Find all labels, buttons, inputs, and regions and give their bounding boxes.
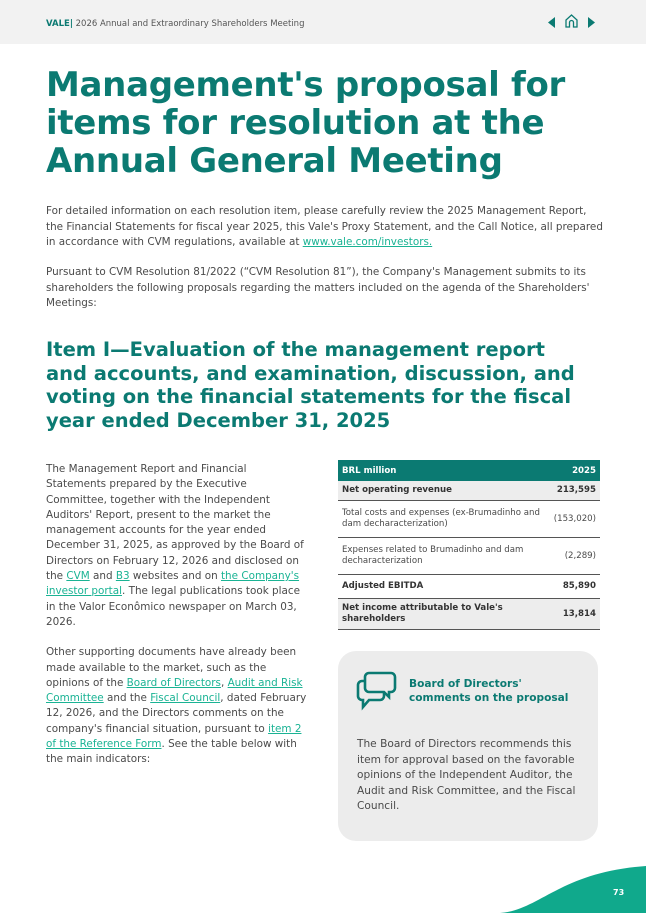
left-column: The Management Report and Financial Stat… [46,462,308,768]
row-value: (2,289) [549,537,600,575]
intro-paragraph: For detailed information on each resolut… [46,204,606,251]
previous-page-icon[interactable] [548,13,555,32]
next-page-icon[interactable] [588,13,595,32]
row-label: Expenses related to Brumadinho and dam d… [338,537,550,575]
row-value: 213,595 [549,481,600,501]
supporting-documents-paragraph: Other supporting documents have already … [46,645,308,767]
table-row: Expenses related to Brumadinho and dam d… [338,537,600,575]
text: . The legal publications took place in t… [46,585,300,628]
row-label: Total costs and expenses (ex-Brumadinho … [338,500,550,538]
page-navigation [548,13,595,32]
text: Other supporting documents have already … [46,646,297,689]
row-label: Net operating revenue [338,481,550,501]
comments-body: The Board of Directors recommends this i… [357,738,576,812]
table-header: BRL million 2025 [338,460,600,481]
text: The Management Report and Financial Stat… [46,463,304,583]
fiscal-council-link[interactable]: Fiscal Council [150,692,221,705]
intro-text: For detailed information on each resolut… [46,205,603,248]
cvm-link[interactable]: CVM [66,570,90,583]
resolution-paragraph: Pursuant to CVM Resolution 81/2022 (“CVM… [46,266,590,309]
speech-bubbles-icon [356,670,398,716]
home-icon[interactable] [564,13,579,32]
board-of-directors-link[interactable]: Board of Directors [126,676,221,689]
row-value: 85,890 [549,574,600,599]
document-title: 2026 Annual and Extraordinary Shareholde… [75,19,305,29]
audit-risk-committee-link[interactable]: Audit and Risk Committee [46,676,303,705]
separator: | [69,19,73,29]
header-bar: VALE| 2026 Annual and Extraordinary Shar… [0,0,646,44]
text: , dated February 12, 2026, and the Direc… [46,692,307,735]
document-header: VALE| 2026 Annual and Extraordinary Shar… [46,19,304,29]
investors-link[interactable]: www.vale.com/investors. [302,236,433,248]
table-row: Net operating revenue 213,595 [338,481,600,501]
text: websites and on [129,570,221,583]
text: . See the table below with the main indi… [46,738,297,766]
management-report-paragraph: The Management Report and Financial Stat… [46,462,308,630]
item-heading: Item I—Evaluation of the management repo… [46,338,575,432]
brand-logo: VALE [46,19,70,29]
page-number: 73 [613,888,625,897]
table-row: Adjusted EBITDA 85,890 [338,574,600,599]
table-row: Total costs and expenses (ex-Brumadinho … [338,500,600,538]
row-value: (153,020) [549,500,600,538]
reference-form-link[interactable]: item 2 of the Reference Form [46,722,302,751]
column-header: 2025 [549,460,600,481]
investor-portal-link[interactable]: the Company's investor portal [46,570,300,598]
row-value: 13,814 [549,598,600,630]
text: and the [103,692,151,705]
financial-indicators-table: BRL million 2025 Net operating revenue 213… [338,460,600,630]
board-comments-box: Board of Directors' comments on the prop… [338,651,598,841]
page-title: Management's proposal for items for reso… [46,65,566,181]
table-row: Net income attributable to Vale's shareh… [338,598,600,630]
row-label: Net income attributable to Vale's shareh… [338,598,550,630]
text: and [89,570,116,583]
row-label: Adjusted EBITDA [338,574,550,599]
column-header: BRL million [338,460,550,481]
b3-link[interactable]: B3 [115,570,130,583]
text: , [220,676,228,689]
comments-heading: Board of Directors' comments on the prop… [409,678,569,704]
footer-wave [500,866,646,913]
